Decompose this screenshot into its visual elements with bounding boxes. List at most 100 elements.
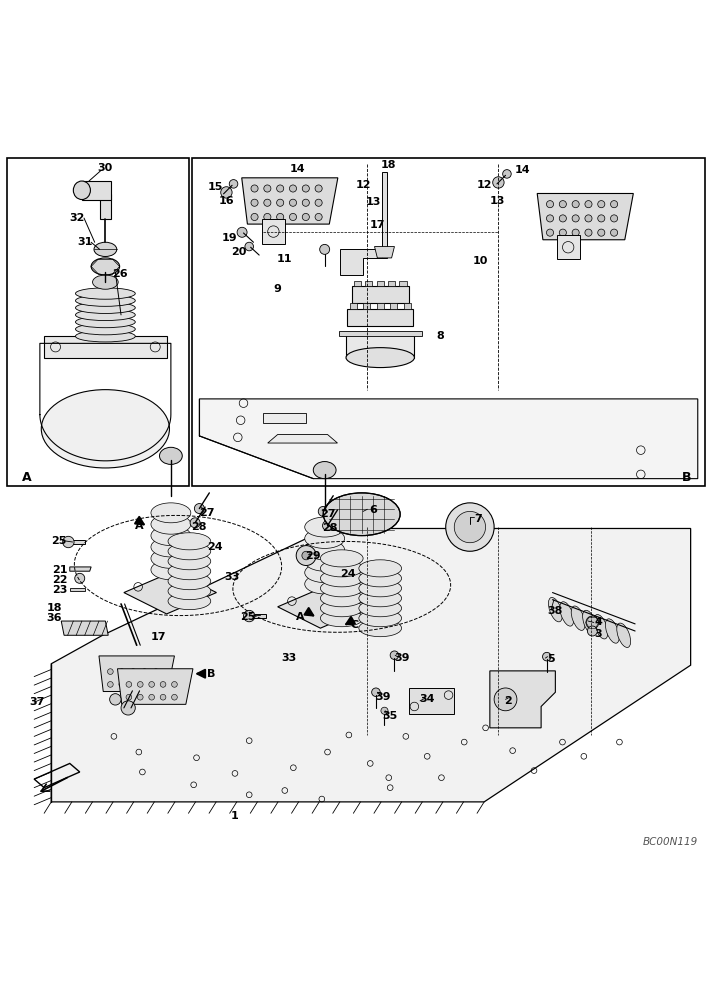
Polygon shape (268, 434, 337, 443)
Text: 17: 17 (370, 220, 385, 230)
Circle shape (587, 626, 597, 636)
Circle shape (585, 201, 592, 208)
Text: 25: 25 (51, 536, 66, 546)
Polygon shape (404, 303, 411, 309)
Circle shape (108, 682, 113, 687)
Circle shape (503, 170, 511, 178)
Ellipse shape (168, 593, 211, 610)
Circle shape (289, 199, 296, 206)
Text: 34: 34 (419, 694, 435, 704)
Polygon shape (117, 669, 193, 704)
Ellipse shape (320, 560, 363, 577)
Ellipse shape (359, 570, 402, 587)
Ellipse shape (41, 390, 169, 468)
Circle shape (372, 688, 380, 697)
Ellipse shape (560, 602, 574, 626)
Ellipse shape (323, 493, 400, 536)
Circle shape (302, 551, 310, 560)
Circle shape (160, 694, 166, 700)
Ellipse shape (320, 570, 363, 587)
Text: 37: 37 (29, 697, 45, 707)
Ellipse shape (305, 574, 345, 594)
Ellipse shape (305, 517, 345, 537)
Text: A: A (22, 471, 32, 484)
Text: 9: 9 (273, 284, 282, 294)
Ellipse shape (168, 543, 211, 560)
Text: B: B (681, 471, 691, 484)
Text: A: A (296, 612, 305, 622)
Polygon shape (44, 336, 167, 358)
Circle shape (130, 682, 136, 687)
Circle shape (560, 201, 566, 208)
Ellipse shape (168, 583, 211, 600)
Text: 25: 25 (240, 612, 256, 622)
Text: 36: 36 (46, 613, 62, 623)
Circle shape (598, 229, 604, 236)
Circle shape (119, 682, 125, 687)
Circle shape (543, 652, 551, 661)
Ellipse shape (359, 590, 402, 607)
Text: 18: 18 (46, 603, 62, 613)
Circle shape (572, 215, 580, 222)
Circle shape (264, 199, 271, 206)
Circle shape (137, 694, 143, 700)
Ellipse shape (359, 620, 402, 637)
Ellipse shape (320, 550, 363, 567)
Text: 13: 13 (365, 197, 381, 207)
Circle shape (494, 688, 517, 711)
Text: 39: 39 (394, 653, 409, 663)
Ellipse shape (75, 316, 135, 328)
Circle shape (572, 201, 580, 208)
Text: 28: 28 (323, 523, 338, 533)
Ellipse shape (305, 540, 345, 560)
Ellipse shape (75, 323, 135, 335)
Ellipse shape (305, 551, 345, 571)
Text: 27: 27 (320, 509, 335, 519)
Polygon shape (375, 247, 394, 258)
Circle shape (296, 546, 316, 566)
Circle shape (194, 504, 204, 514)
Circle shape (560, 229, 566, 236)
Ellipse shape (151, 503, 191, 523)
Circle shape (137, 682, 143, 687)
Ellipse shape (75, 302, 135, 313)
Polygon shape (339, 331, 422, 336)
Ellipse shape (320, 590, 363, 607)
Circle shape (315, 199, 322, 206)
Ellipse shape (359, 610, 402, 627)
Polygon shape (377, 281, 384, 286)
Text: 29: 29 (305, 551, 321, 561)
Circle shape (303, 185, 310, 192)
Circle shape (237, 227, 247, 237)
Text: 32: 32 (69, 213, 85, 223)
Circle shape (598, 215, 604, 222)
Polygon shape (382, 172, 387, 258)
Text: 5: 5 (548, 654, 555, 664)
Circle shape (454, 511, 486, 543)
Polygon shape (70, 567, 91, 571)
Polygon shape (352, 286, 409, 303)
Circle shape (276, 199, 283, 206)
Circle shape (251, 213, 258, 221)
Text: 35: 35 (382, 711, 398, 721)
Ellipse shape (359, 600, 402, 617)
Ellipse shape (168, 563, 211, 580)
Ellipse shape (305, 528, 345, 548)
Circle shape (323, 521, 333, 531)
Polygon shape (262, 219, 285, 244)
Circle shape (251, 185, 258, 192)
Text: 39: 39 (375, 692, 391, 702)
Ellipse shape (168, 533, 211, 550)
Polygon shape (347, 309, 413, 326)
Text: 7: 7 (475, 514, 482, 524)
Polygon shape (340, 249, 383, 275)
Circle shape (303, 199, 310, 206)
Polygon shape (490, 671, 555, 728)
Polygon shape (251, 614, 266, 618)
Polygon shape (99, 656, 174, 692)
Circle shape (153, 669, 159, 674)
Circle shape (315, 213, 322, 221)
Ellipse shape (313, 462, 336, 479)
Text: 19: 19 (221, 233, 237, 243)
Ellipse shape (91, 258, 120, 275)
